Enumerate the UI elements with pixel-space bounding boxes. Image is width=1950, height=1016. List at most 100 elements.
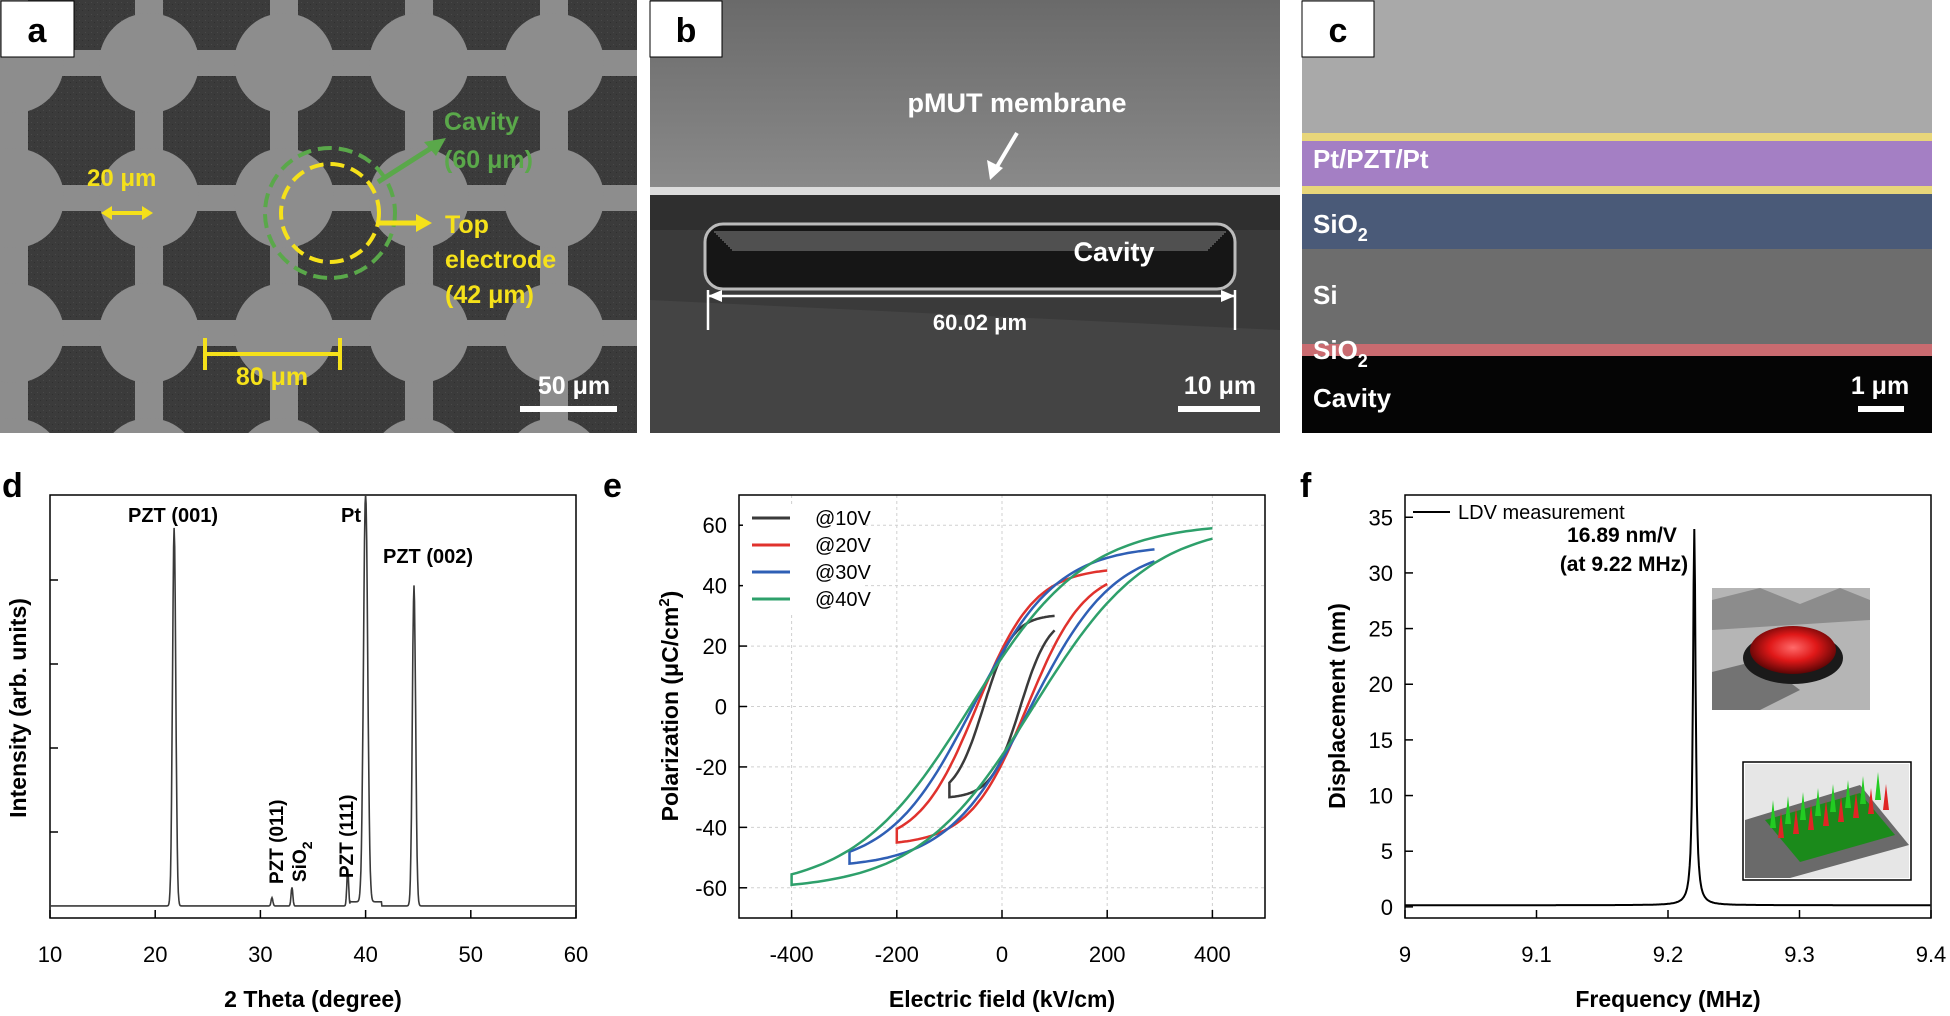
spike-red — [1808, 804, 1814, 830]
scale-label-c: 1 μm — [1851, 372, 1909, 400]
panel-a: a Cavity (60 μm) Top electrode (42 μm) 2… — [0, 0, 637, 481]
x-tick-label-f: 9 — [1399, 942, 1411, 967]
y-tick-label-f: 15 — [1369, 728, 1393, 753]
y-tick-label-f: 35 — [1369, 505, 1393, 530]
pzt-layer — [1302, 141, 1932, 186]
spike-red — [1778, 812, 1784, 838]
x-tick-label-f: 9.2 — [1653, 942, 1684, 967]
x-tick-label-f: 9.3 — [1784, 942, 1815, 967]
layer-label-pzt: Pt/PZT/Pt — [1313, 144, 1429, 174]
si-layer — [1302, 249, 1932, 344]
x-tick-label-f: 9.4 — [1916, 942, 1947, 967]
electrode-pad — [504, 283, 604, 383]
electrode-pad — [504, 13, 604, 113]
width-label: 20 μm — [87, 165, 156, 192]
cavity-layer — [1302, 356, 1932, 433]
peak-label-sio2: SiO2 — [290, 841, 315, 882]
y-tick-label-f: 30 — [1369, 561, 1393, 586]
y-axis-title-e: Polarization (μC/cm2) — [656, 591, 683, 822]
spike-green — [1815, 788, 1821, 816]
y-tick-label-e: -20 — [695, 755, 727, 780]
spike-red — [1883, 784, 1889, 810]
x-tick-label-e: 200 — [1089, 942, 1126, 967]
cavity-label-1: Cavity — [444, 108, 519, 136]
electrode-grid — [0, 0, 637, 481]
top-pt-layer — [1302, 133, 1932, 141]
scale-label-b: 10 μm — [1184, 372, 1256, 400]
scale-label-a: 50 μm — [538, 372, 610, 400]
x-tick-label-f: 9.1 — [1521, 942, 1552, 967]
electrode-pad — [99, 13, 199, 113]
x-axis-title-e: Electric field (kV/cm) — [889, 986, 1115, 1012]
xrd-curve — [50, 494, 576, 907]
x-tick-label-d: 60 — [564, 942, 588, 967]
spike-red — [1838, 796, 1844, 822]
hysteresis-loops — [790, 526, 1213, 887]
top-electrode-label-1: Top — [445, 211, 489, 239]
membrane-edge — [650, 187, 1280, 195]
inset-membrane-photo — [1712, 588, 1870, 710]
width-arrowhead-left — [101, 206, 112, 220]
x-tick-label-e: 0 — [996, 942, 1008, 967]
membrane-arrowhead — [987, 160, 1003, 180]
panel-letter-a: a — [28, 12, 48, 50]
scale-bar-b — [1178, 406, 1260, 412]
panel-letter-box-a — [0, 0, 75, 58]
peak-annotation-1: 16.89 nm/V — [1567, 524, 1677, 547]
cavity-arrow — [376, 142, 438, 185]
electrode-row — [0, 455, 637, 481]
x-tick-label-d: 30 — [248, 942, 272, 967]
electrode-pad — [99, 283, 199, 383]
width-dim-arrow-left — [708, 290, 722, 302]
hysteresis-loop — [948, 614, 1056, 799]
panel-letter-box-c — [1301, 0, 1375, 58]
hysteresis-loop — [790, 526, 1213, 887]
electrode-pad — [234, 13, 334, 113]
panel-b: b pMUT membrane Cavity 60.02 μm 10 μm — [649, 0, 1280, 433]
panel-d: d 10 20 30 40 50 60 PZT (001) Pt PZT (002) PZ… — [2, 467, 588, 1012]
electrode-pad — [518, 418, 590, 433]
electrode-pad — [383, 418, 455, 433]
legend-e — [743, 505, 863, 613]
panel-letter-box-b — [649, 0, 723, 58]
x-tick-label-d: 40 — [353, 942, 377, 967]
top-electrode-arrowhead — [416, 214, 432, 232]
spike-red — [1853, 792, 1859, 818]
sio2-layer-bottom — [1302, 344, 1932, 356]
y-tick-label-f: 5 — [1381, 839, 1393, 864]
bottom-pt-layer — [1302, 186, 1932, 194]
y-tick-label-e: -40 — [695, 815, 727, 840]
legend-label-e: @10V — [815, 508, 872, 530]
x-tick-label-d: 20 — [143, 942, 167, 967]
panel-letter-f: f — [1300, 467, 1312, 505]
plot-frame-d — [49, 494, 577, 919]
y-axis-title-d: Intensity (arb. units) — [5, 598, 31, 818]
top-electrode-label-3: (42 μm) — [445, 281, 534, 309]
x-tick-label-d: 50 — [459, 942, 483, 967]
y-tick-label-e: -60 — [695, 876, 727, 901]
membrane-label: pMUT membrane — [907, 88, 1126, 118]
panel-letter-e: e — [603, 467, 622, 505]
hysteresis-loop — [895, 569, 1108, 844]
cavity-label-b: Cavity — [1073, 237, 1154, 267]
peak-label-pzt111: PZT (111) — [337, 795, 358, 878]
electrode-pad — [369, 283, 469, 383]
top-void-layer — [1302, 0, 1932, 135]
spike-red — [1793, 808, 1799, 834]
panel-f: f 9 9.1 9.2 9.3 9.4 0 5 10 15 20 25 30 35 LDV measur… — [1300, 467, 1946, 1012]
electrode-pad — [0, 148, 64, 248]
spike-green — [1860, 776, 1866, 804]
legend-items-e: @10V @20V @30V @40V — [752, 508, 872, 611]
peak-annotation-2: (at 9.22 MHz) — [1560, 553, 1688, 576]
electrode-pad — [113, 418, 185, 433]
scale-bar-a — [520, 406, 617, 412]
x-tick-label-e: -400 — [770, 942, 814, 967]
peak-label-pt: Pt — [341, 505, 361, 527]
top-electrode-outline — [279, 162, 381, 264]
spike-green — [1845, 780, 1851, 808]
legend-label-f: LDV measurement — [1458, 502, 1625, 524]
electrode-pad — [0, 418, 50, 433]
layer-label-cavity: Cavity — [1313, 383, 1392, 413]
x-axis-title-d: 2 Theta (degree) — [224, 986, 402, 1012]
